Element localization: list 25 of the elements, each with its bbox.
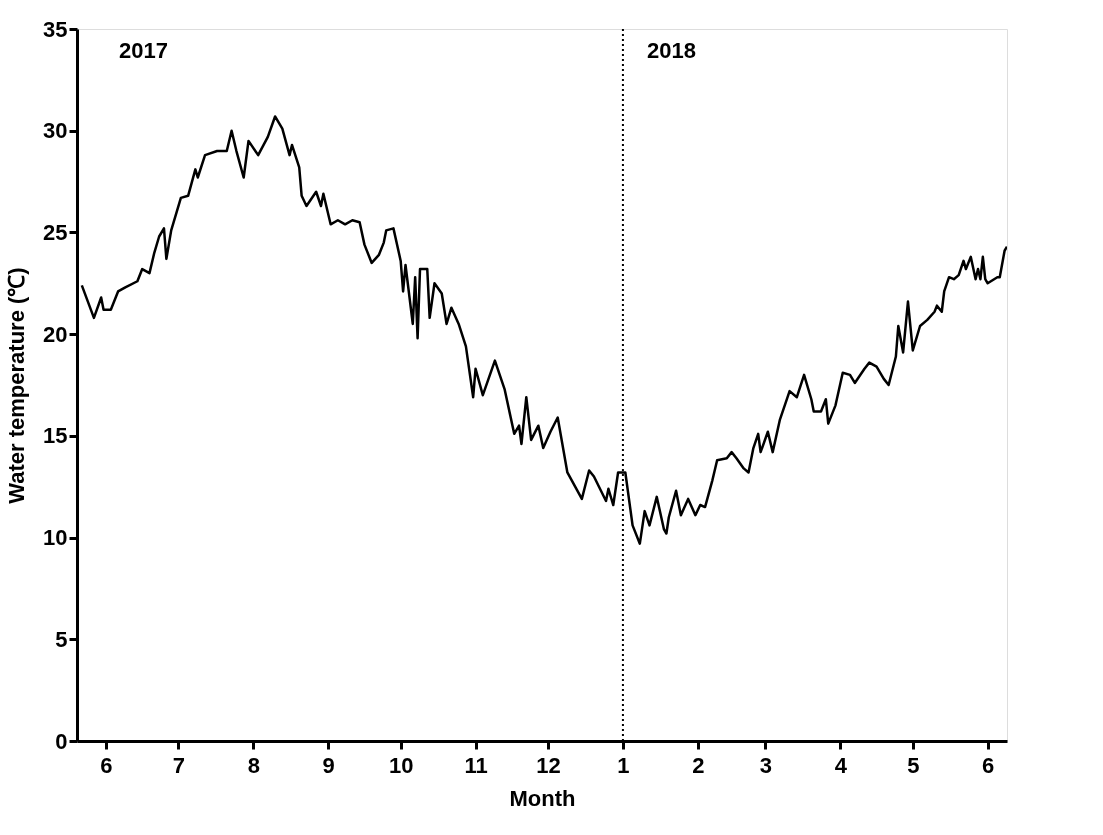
y-tick-label: 10 — [43, 525, 68, 551]
y-axis-title: Water temperature (℃) — [4, 267, 30, 504]
x-tick-label: 4 — [834, 752, 848, 778]
x-tick-label: 5 — [907, 752, 920, 778]
x-tick-label: 2 — [692, 752, 705, 778]
x-tick-label: 3 — [759, 752, 773, 778]
y-tick-label: 25 — [43, 219, 68, 245]
y-tick-label: 15 — [43, 423, 68, 449]
annotation: 2017 — [119, 38, 168, 63]
y-tick-label: 0 — [55, 728, 68, 754]
x-tick-label: 7 — [172, 752, 186, 778]
x-axis-title: Month — [509, 785, 576, 811]
x-tick-label: 6 — [982, 752, 995, 778]
annotation: 2018 — [646, 38, 696, 63]
x-tick-label: 9 — [322, 752, 335, 778]
x-tick-label: 10 — [388, 752, 414, 778]
y-tick-label: 20 — [43, 321, 68, 347]
x-tick-label: 12 — [536, 752, 561, 778]
x-tick-label: 11 — [464, 752, 488, 778]
y-tick-label: 5 — [55, 626, 68, 652]
x-tick-label: 6 — [100, 752, 113, 778]
x-tick-label: 8 — [247, 752, 260, 778]
x-tick-label: 1 — [617, 752, 630, 778]
y-tick-label: 35 — [43, 16, 68, 42]
y-tick-label: 30 — [43, 118, 68, 144]
